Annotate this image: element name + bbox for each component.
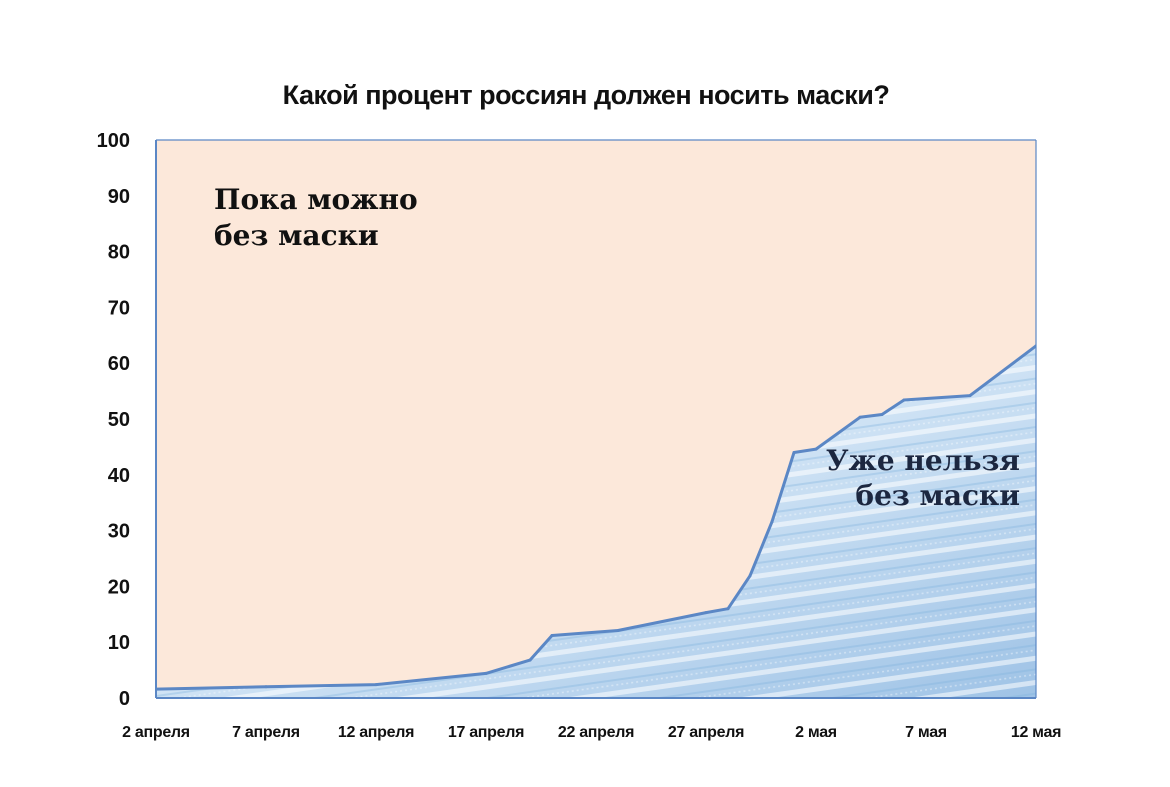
- y-tick-label: 50: [108, 409, 130, 431]
- y-tick-label: 80: [108, 242, 130, 264]
- data-point: [770, 520, 774, 524]
- y-axis: 0 10 20 30 40 50 60 70 80 90 100: [97, 130, 130, 710]
- data-point: [484, 671, 488, 675]
- y-tick-label: 20: [108, 576, 130, 598]
- data-point: [814, 447, 818, 451]
- data-point: [748, 574, 752, 578]
- mask-texture: [156, 345, 1036, 698]
- y-tick-label: 100: [97, 130, 130, 152]
- x-tick-label: 12 апреля: [338, 724, 414, 741]
- x-tick-label: 27 апреля: [668, 724, 744, 741]
- annotation-lower-line: без маски: [855, 479, 1020, 512]
- x-tick-label: 7 апреля: [232, 724, 300, 741]
- y-tick-label: 30: [108, 521, 130, 543]
- x-tick-label: 2 мая: [795, 724, 837, 741]
- data-point: [726, 607, 730, 611]
- y-tick-label: 40: [108, 465, 130, 487]
- data-point: [528, 658, 532, 662]
- data-point: [374, 683, 378, 687]
- annotation-upper-line: без маски: [214, 219, 379, 252]
- x-tick-label: 12 мая: [1011, 724, 1061, 741]
- x-axis: 2 апреля 7 апреля 12 апреля 17 апреля 22 апр…: [122, 724, 1061, 741]
- x-tick-label: 22 апреля: [558, 724, 634, 741]
- x-tick-label: 7 мая: [905, 724, 947, 741]
- axes: [155, 139, 1037, 699]
- data-point: [704, 611, 708, 615]
- data-point: [968, 394, 972, 398]
- data-point: [880, 413, 884, 416]
- data-point: [792, 451, 796, 454]
- y-tick-label: 10: [108, 632, 130, 654]
- data-point: [264, 685, 268, 689]
- annotation-upper-line: Пока можно: [214, 183, 418, 216]
- data-point: [550, 634, 554, 637]
- y-tick-label: 60: [108, 353, 130, 375]
- y-tick-label: 0: [119, 688, 130, 710]
- data-point: [858, 415, 862, 419]
- x-tick-label: 17 апреля: [448, 724, 524, 741]
- data-point: [902, 398, 906, 402]
- x-tick-label: 2 апреля: [122, 724, 190, 741]
- plot-area: [156, 140, 1036, 698]
- series-line: [156, 344, 1036, 691]
- annotation-lower-line: Уже нельзя: [826, 444, 1020, 477]
- y-tick-label: 90: [108, 186, 130, 208]
- chart-title: Какой процент россиян должен носить маск…: [283, 80, 890, 110]
- data-point: [616, 629, 620, 632]
- y-tick-label: 70: [108, 297, 130, 319]
